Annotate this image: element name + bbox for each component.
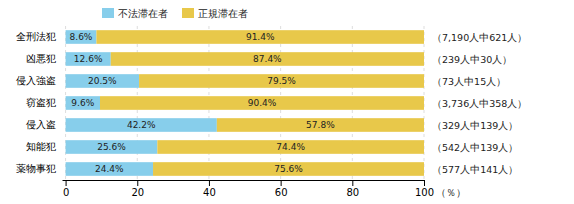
tick-label: 0: [63, 187, 69, 198]
tick-label: 侵入強盗: [16, 75, 56, 86]
x-tick: 0: [63, 180, 69, 198]
bar: [66, 96, 100, 110]
tick-label: 侵入盗: [26, 119, 56, 130]
legend-swatch: [182, 8, 194, 18]
bar: [66, 30, 97, 44]
data-label: 12.6%: [74, 54, 103, 64]
annotation: （542人中139人）: [432, 142, 518, 153]
legend-label: 正規滞在者: [198, 8, 248, 19]
y-tick: 凶悪犯: [26, 53, 62, 64]
bar: [139, 74, 424, 88]
axis-line: [63, 180, 425, 181]
x-tick: 100: [415, 180, 434, 198]
tick-label: 20: [131, 187, 144, 198]
data-labels: 8.6% 12.6% 20.5% 9.6% 42.2% 25.6% 24.4% 91.4% 87…: [70, 32, 336, 174]
chart: 8.6% 12.6% 20.5% 9.6% 42.2% 25.6% 24.4% 91.4% 87…: [0, 0, 574, 204]
tick-mark: [352, 180, 353, 186]
tick-mark: [209, 180, 210, 186]
y-tick: 薬物事犯: [16, 163, 62, 174]
y-axis: 全刑法犯凶悪犯侵入強盗窃盗犯侵入盗知能犯薬物事犯: [16, 31, 62, 174]
tick-label: 窃盗犯: [26, 97, 56, 108]
legend-item: 正規滞在者: [182, 8, 248, 19]
y-tick: 窃盗犯: [26, 97, 62, 108]
legend-label: 不法滞在者: [118, 8, 168, 19]
grid: [66, 26, 424, 180]
legend: 不法滞在者 正規滞在者: [102, 8, 248, 19]
x-axis: 0 20 40 60 80 100: [63, 180, 435, 198]
bar: [66, 74, 139, 88]
annotation: （73人中15人）: [432, 76, 506, 87]
y-tick: 知能犯: [26, 141, 62, 152]
tick-label: 40: [203, 187, 216, 198]
data-label: 25.6%: [97, 142, 126, 152]
tick-label: 全刑法犯: [16, 31, 56, 42]
tick-label: 80: [346, 187, 359, 198]
bar: [153, 162, 424, 176]
bar: [66, 140, 158, 154]
bar: [66, 118, 217, 132]
tick-label: 知能犯: [26, 141, 56, 152]
data-label: 75.6%: [274, 164, 303, 174]
axis-title: （％）: [436, 187, 466, 198]
data-label: 87.4%: [253, 54, 282, 64]
data-label: 79.5%: [267, 76, 296, 86]
tick-label: 100: [415, 187, 434, 198]
tick-mark: [281, 180, 282, 186]
bar: [217, 118, 424, 132]
bar: [66, 52, 111, 66]
data-label: 9.6%: [71, 98, 94, 108]
tick-mark: [137, 180, 138, 186]
tick-label: 薬物事犯: [16, 163, 56, 174]
plot: 8.6% 12.6% 20.5% 9.6% 42.2% 25.6% 24.4% 91.4% 87…: [16, 26, 527, 198]
tick-label: 60: [275, 187, 288, 198]
data-label: 24.4%: [95, 164, 124, 174]
annotation: （329人中139人）: [432, 120, 518, 131]
annotation: （3,736人中358人）: [432, 98, 527, 109]
bars: [66, 30, 424, 176]
data-label: 90.4%: [248, 98, 277, 108]
tick-label: 凶悪犯: [26, 53, 56, 64]
data-label: 74.4%: [276, 142, 305, 152]
y-tick: 全刑法犯: [16, 31, 62, 42]
bar-series: [96, 30, 424, 176]
x-tick: 80: [346, 180, 359, 198]
data-label: 57.8%: [306, 120, 335, 130]
bar: [100, 96, 424, 110]
tick-mark: [66, 180, 67, 186]
data-label: 42.2%: [127, 120, 156, 130]
legend-item: 不法滞在者: [102, 8, 168, 19]
data-label: 20.5%: [88, 76, 117, 86]
y-tick: 侵入盗: [26, 119, 62, 130]
bar: [157, 140, 424, 154]
annotations: （7,190人中621人） （239人中30人） （73人中15人） （3,736人中…: [432, 32, 527, 175]
annotation: （577人中141人）: [432, 164, 518, 175]
bar: [111, 52, 424, 66]
data-label: 91.4%: [246, 32, 275, 42]
x-tick: 40: [203, 180, 216, 198]
y-tick: 侵入強盗: [16, 75, 62, 86]
annotation: （239人中30人）: [432, 54, 512, 65]
tick-mark: [424, 180, 425, 186]
x-tick: 60: [275, 180, 288, 198]
bar: [66, 162, 153, 176]
bar: [96, 30, 424, 44]
annotation: （7,190人中621人）: [432, 32, 527, 43]
data-label: 8.6%: [70, 32, 93, 42]
legend-swatch: [102, 8, 114, 18]
x-tick: 20: [131, 180, 144, 198]
